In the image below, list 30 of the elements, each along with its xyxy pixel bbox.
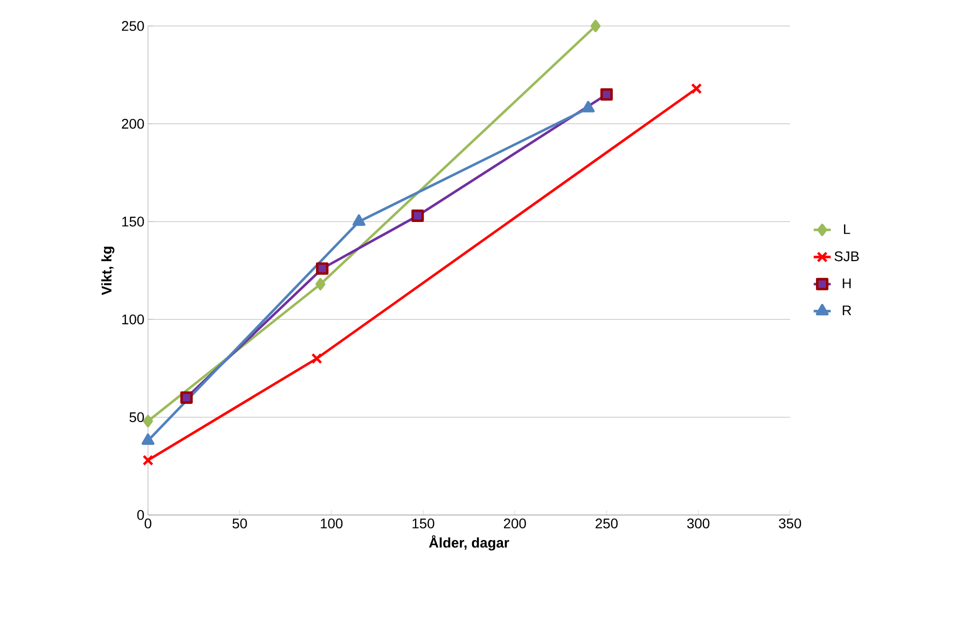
point (311, 353, 322, 364)
x-tick-label: 50 (232, 518, 247, 528)
legend-label: L (844, 224, 850, 234)
y-tick-label: 50 (130, 412, 144, 422)
x-tick-label: 0 (144, 518, 152, 528)
point (411, 210, 424, 222)
point (590, 20, 601, 32)
x-tick-label: 350 (778, 518, 802, 528)
y-axis-title: Vikt, kg (101, 246, 114, 296)
y-tick-label: 250 (122, 21, 144, 31)
legend-label: SJB (834, 251, 859, 262)
y-tick-label: 200 (122, 118, 144, 129)
point (316, 262, 328, 275)
point (142, 454, 154, 466)
y-tick-label: 150 (122, 216, 144, 227)
x-tick-label: 200 (504, 518, 526, 528)
legend-label: R (842, 306, 852, 316)
x-axis-title: Ålder, dagar (429, 535, 510, 550)
x-tick-label: 300 (687, 518, 710, 528)
x-tick-label: 100 (320, 518, 343, 528)
y-tick-label: 100 (122, 314, 144, 324)
legend-label: H (842, 278, 851, 288)
point (143, 414, 153, 428)
x-tick-label: 150 (412, 518, 434, 528)
y-tick-label: 0 (137, 510, 144, 520)
point (180, 391, 193, 404)
point (690, 83, 702, 94)
point (315, 278, 326, 290)
x-tick-label: 250 (596, 518, 618, 528)
point (600, 88, 613, 101)
